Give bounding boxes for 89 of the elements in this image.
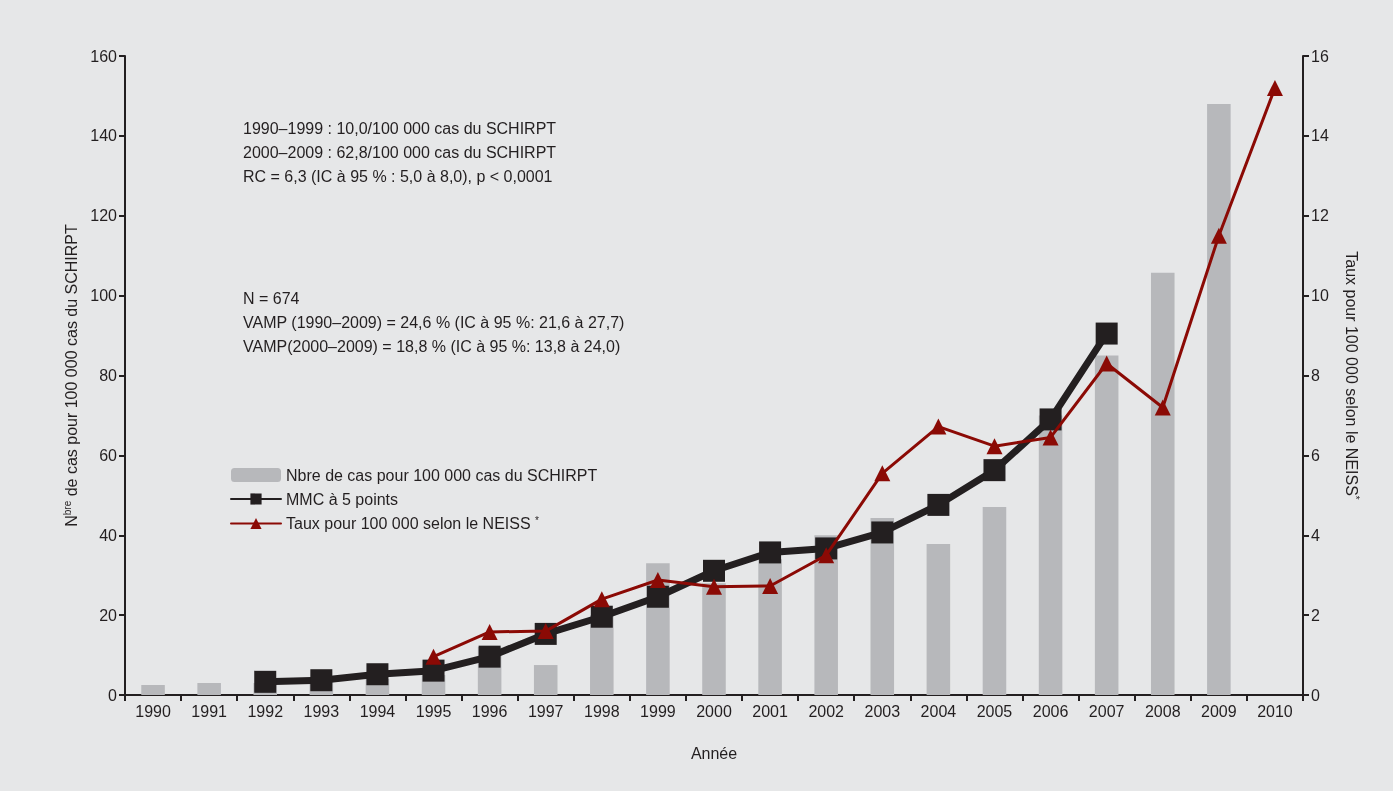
x-axis-title: Année [690, 744, 738, 762]
y-axis-title: Nbre de cas pour 100 000 cas du SCHIRPT [62, 223, 80, 527]
annotation: VAMP (1990–2009) = 24,6 % (IC à 95 %: 21,6 à 27,7) [243, 313, 625, 331]
x-tick-label: 2002 [808, 702, 845, 720]
y-tick-label: 20 [99, 606, 118, 624]
point [254, 670, 277, 693]
point [1266, 79, 1283, 96]
x-tick-label: 1994 [359, 702, 396, 720]
y2-tick-label: 6 [1311, 446, 1320, 464]
point [646, 585, 669, 608]
x-tick-label: 2000 [696, 702, 732, 720]
x-tick-label: 1996 [471, 702, 508, 720]
legend-label: Taux pour 100 000 selon le NEISS * [286, 514, 540, 532]
point [762, 577, 779, 594]
annotation: 2000–2009 : 62,8/100 000 cas du SCHIRPT [243, 143, 557, 161]
x-tick-label: 1990 [135, 702, 171, 720]
point [366, 663, 389, 686]
legend-label: MMC à 5 points [286, 490, 399, 508]
x-tick-label: 2008 [1144, 702, 1181, 720]
x-tick-label: 1993 [303, 702, 340, 720]
point [425, 648, 442, 665]
annotation: VAMP(2000–2009) = 18,8 % (IC à 95 %: 13,8 à 24,0) [243, 337, 621, 355]
x-tick-label: 2006 [1032, 702, 1069, 720]
bar [982, 506, 1007, 695]
x-tick-label: 1995 [415, 702, 452, 720]
y-tick-label: 160 [90, 47, 118, 65]
bar [926, 544, 951, 695]
point [1095, 322, 1118, 345]
annotation: N = 674 [243, 289, 300, 307]
bar [141, 685, 165, 695]
point [649, 571, 666, 588]
annotation: RC = 6,3 (IC à 95 % : 5,0 à 8,0), p < 0,0001 [243, 167, 553, 185]
x-tick-label: 2004 [920, 702, 957, 720]
bar [758, 559, 782, 695]
x-tick-label: 1991 [191, 702, 228, 720]
point [930, 418, 947, 435]
y2-tick-label: 2 [1311, 606, 1320, 624]
x-tick-label: 2007 [1088, 702, 1125, 720]
point [703, 559, 725, 582]
point [1210, 227, 1227, 244]
x-tick-label: 1998 [584, 702, 620, 720]
y2-tick-label: 0 [1311, 686, 1320, 704]
y2-axis-title: Taux pour 100 000 selon le NEISS* [1343, 251, 1361, 500]
y2-tick-label: 12 [1311, 207, 1329, 225]
y-tick-label: 140 [90, 127, 118, 145]
point [478, 645, 501, 668]
bar [1094, 355, 1119, 695]
x-tick-label: 2001 [752, 702, 788, 720]
y2-tick-label: 10 [1311, 287, 1329, 305]
point [1039, 408, 1062, 431]
x-tick-label: 2003 [864, 702, 901, 720]
y-tick-label: 0 [108, 686, 118, 704]
point [1098, 355, 1115, 372]
y-tick-label: 80 [99, 367, 118, 384]
point [1154, 399, 1171, 416]
bar [197, 683, 221, 695]
bar [1038, 415, 1063, 695]
bar [1207, 103, 1231, 695]
point [310, 669, 333, 692]
point [874, 465, 891, 482]
point [986, 438, 1003, 455]
y-tick-label: 40 [99, 526, 118, 544]
x-tick-label: 1997 [527, 702, 564, 720]
legend-label: Nbre de cas pour 100 000 cas du SCHIRPT [286, 466, 598, 484]
y-tick-label: 60 [99, 446, 118, 464]
annotation: 1990–1999 : 10,0/100 000 cas du SCHIRPT [243, 119, 557, 137]
bar [533, 665, 558, 695]
x-tick-label: 2005 [976, 702, 1013, 720]
y2-tick-label: 4 [1311, 526, 1320, 544]
y2-tick-label: 14 [1311, 127, 1329, 145]
point [927, 493, 950, 516]
x-tick-label: 1992 [247, 702, 284, 720]
x-tick-label: 2010 [1257, 702, 1293, 720]
x-tick-label: 2009 [1201, 702, 1237, 720]
point [590, 605, 613, 628]
point [593, 591, 610, 608]
bar [1150, 272, 1175, 695]
y-tick-label: 100 [90, 287, 118, 305]
point [706, 578, 722, 595]
y2-tick-label: 8 [1311, 367, 1320, 384]
point [481, 623, 498, 640]
point [759, 541, 782, 564]
y-tick-label: 120 [90, 207, 118, 225]
point [871, 521, 894, 544]
y2-tick-label: 16 [1311, 47, 1329, 65]
x-tick-label: 1999 [640, 702, 676, 720]
point [1042, 429, 1059, 446]
point [983, 459, 1006, 482]
bar [702, 583, 726, 695]
